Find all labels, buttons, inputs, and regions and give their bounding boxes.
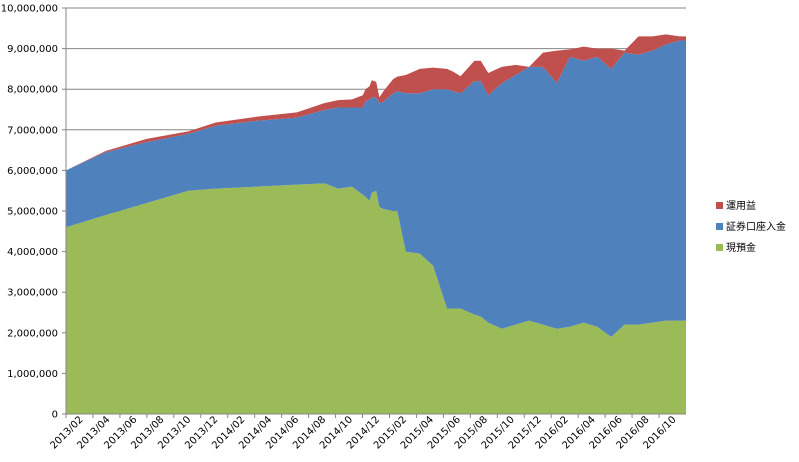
legend-label: 現預金 xyxy=(726,241,756,254)
y-tick-label: 6,000,000 xyxy=(7,166,58,177)
area-series-0 xyxy=(66,183,686,414)
legend-label: 証券口座入金 xyxy=(726,220,786,233)
y-tick-label: 5,000,000 xyxy=(7,207,58,218)
legend-swatch xyxy=(716,223,723,230)
y-tick-label: 2,000,000 xyxy=(7,328,58,339)
y-tick-label: 0 xyxy=(52,410,58,421)
y-tick-label: 8,000,000 xyxy=(7,85,58,96)
y-tick-label: 9,000,000 xyxy=(7,44,58,55)
legend-swatch xyxy=(716,202,723,209)
legend-label: 運用益 xyxy=(726,199,756,212)
area-series xyxy=(66,34,686,414)
legend-swatch xyxy=(716,244,723,251)
y-tick-label: 1,000,000 xyxy=(7,369,58,380)
y-tick-label: 10,000,000 xyxy=(1,4,58,15)
y-tick-label: 3,000,000 xyxy=(7,288,58,299)
y-tick-label: 7,000,000 xyxy=(7,125,58,136)
area-series-1 xyxy=(66,40,686,337)
y-tick-label: 4,000,000 xyxy=(7,247,58,258)
